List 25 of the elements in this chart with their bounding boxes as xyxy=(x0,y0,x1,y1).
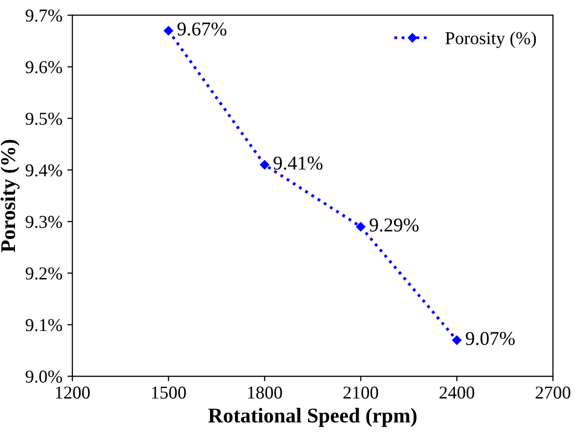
point xyxy=(164,26,174,36)
y-tick-label: 9.1% xyxy=(26,318,62,332)
point xyxy=(452,336,462,345)
x-tick-label: 2700 xyxy=(536,386,570,399)
data-label: 9.67% xyxy=(177,22,226,36)
x-tick-label: 1800 xyxy=(248,386,282,399)
x-tick-label: 2100 xyxy=(343,386,378,399)
x-tick-label: 2400 xyxy=(440,386,474,399)
y-axis-title: Porosity (%) xyxy=(0,140,20,252)
y-tick-label: 9.5% xyxy=(26,112,62,125)
point xyxy=(356,222,366,232)
legend-label: Porosity (%) xyxy=(445,32,536,48)
y-tick-label: 9.6% xyxy=(26,61,62,74)
x-tick-label: 1200 xyxy=(56,386,90,399)
y-tick-label: 9.4% xyxy=(26,164,62,176)
x-axis-title: Rotational Speed (rpm) xyxy=(208,408,416,427)
y-tick-label: 9.2% xyxy=(26,267,62,280)
data-label: 9.41% xyxy=(274,156,322,170)
x-tick-label: 1500 xyxy=(152,386,186,399)
y-tick-label: 9.0% xyxy=(26,370,62,383)
y-tick-label: 9.7% xyxy=(26,9,62,22)
point xyxy=(260,160,270,170)
data-label: 9.29% xyxy=(370,218,419,232)
data-label: 9.07% xyxy=(466,332,515,346)
y-tick-label: 9.3% xyxy=(26,216,62,228)
